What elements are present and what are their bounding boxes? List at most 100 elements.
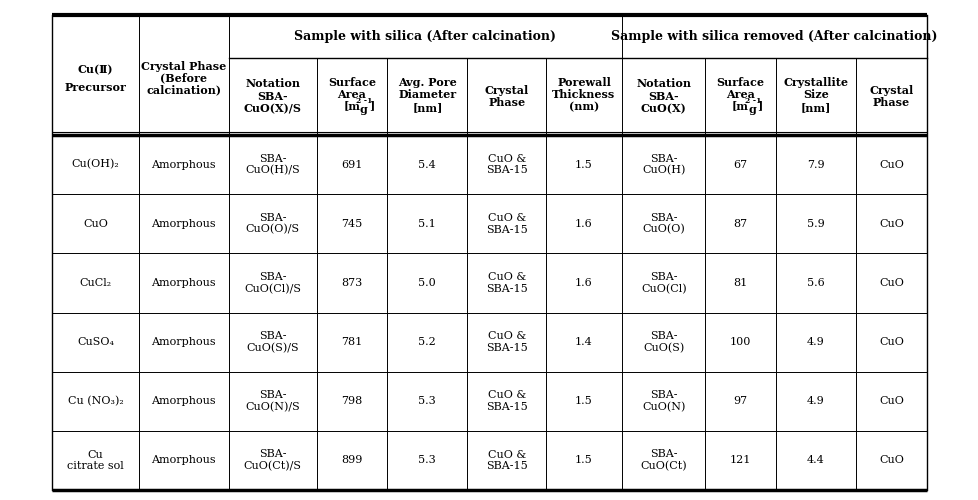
Text: Porewall: Porewall	[556, 76, 610, 88]
Text: Cu(OH)₂: Cu(OH)₂	[71, 160, 119, 170]
Text: CuCl₂: CuCl₂	[79, 278, 111, 288]
Text: SBA-
CuO(S): SBA- CuO(S)	[643, 331, 684, 353]
Text: 2 -1: 2 -1	[356, 97, 373, 106]
Text: Area: Area	[726, 89, 754, 100]
Text: 5.0: 5.0	[418, 278, 436, 288]
Text: Crystal Phase: Crystal Phase	[141, 60, 226, 72]
Text: [nm]: [nm]	[412, 102, 442, 113]
Text: 798: 798	[341, 396, 362, 406]
Text: CuO &
SBA-15: CuO & SBA-15	[485, 213, 527, 234]
Text: 7.9: 7.9	[806, 160, 824, 170]
Text: Surface: Surface	[716, 76, 764, 88]
Text: 4.9: 4.9	[806, 337, 824, 347]
Text: Amorphous: Amorphous	[151, 456, 216, 466]
Text: [m: [m	[732, 100, 748, 111]
Text: Amorphous: Amorphous	[151, 160, 216, 170]
Text: 87: 87	[733, 219, 747, 229]
Text: CuO &
SBA-15: CuO & SBA-15	[485, 450, 527, 471]
Text: 5.1: 5.1	[418, 219, 436, 229]
Text: 81: 81	[733, 278, 747, 288]
Text: ]: ]	[369, 100, 374, 111]
Text: 5.2: 5.2	[418, 337, 436, 347]
Text: (nm): (nm)	[568, 102, 599, 113]
Text: 745: 745	[341, 219, 362, 229]
Text: CuO(X): CuO(X)	[641, 104, 686, 115]
Text: Sample with silica removed (After calcination): Sample with silica removed (After calcin…	[610, 30, 937, 43]
Text: 5.4: 5.4	[418, 160, 436, 170]
Text: Phase: Phase	[872, 97, 909, 108]
Text: ]: ]	[757, 100, 762, 111]
Text: CuO: CuO	[83, 219, 108, 229]
Text: Diameter: Diameter	[398, 89, 456, 100]
Text: 100: 100	[730, 337, 750, 347]
Text: Precursor: Precursor	[65, 82, 126, 93]
Text: Phase: Phase	[488, 97, 524, 108]
Text: SBA-
CuO(Ct): SBA- CuO(Ct)	[640, 450, 687, 471]
Text: CuO: CuO	[878, 456, 903, 466]
Text: Area: Area	[337, 89, 366, 100]
Text: [m: [m	[343, 100, 360, 111]
Text: 5.3: 5.3	[418, 456, 436, 466]
Text: Avg. Pore: Avg. Pore	[397, 76, 457, 88]
Text: CuO: CuO	[878, 278, 903, 288]
Text: SBA-
CuO(N): SBA- CuO(N)	[642, 390, 685, 412]
Text: Amorphous: Amorphous	[151, 219, 216, 229]
Text: 873: 873	[341, 278, 362, 288]
Text: SBA-
CuO(Ct)/S: SBA- CuO(Ct)/S	[244, 450, 301, 471]
Text: CuO(X)/S: CuO(X)/S	[244, 104, 301, 115]
Text: Amorphous: Amorphous	[151, 396, 216, 406]
Text: CuSO₄: CuSO₄	[77, 337, 113, 347]
Text: g: g	[747, 104, 756, 115]
Text: SBA-
CuO(H)/S: SBA- CuO(H)/S	[245, 154, 299, 176]
Text: 5.9: 5.9	[806, 219, 824, 229]
Text: 1.6: 1.6	[574, 219, 593, 229]
Text: SBA-
CuO(O): SBA- CuO(O)	[642, 213, 685, 234]
Text: 5.6: 5.6	[806, 278, 824, 288]
Text: [nm]: [nm]	[800, 102, 830, 113]
Text: 5.3: 5.3	[418, 396, 436, 406]
Text: 4.9: 4.9	[806, 396, 824, 406]
Text: Notation: Notation	[244, 78, 300, 89]
Text: 121: 121	[730, 456, 750, 466]
Text: SBA-
CuO(Cl)/S: SBA- CuO(Cl)/S	[244, 272, 301, 294]
Text: CuO: CuO	[878, 219, 903, 229]
Text: CuO: CuO	[878, 160, 903, 170]
Text: Amorphous: Amorphous	[151, 278, 216, 288]
Text: (Before: (Before	[159, 72, 207, 83]
Text: Cu (NO₃)₂: Cu (NO₃)₂	[67, 396, 123, 406]
Text: Sample with silica (After calcination): Sample with silica (After calcination)	[294, 30, 556, 43]
Text: SBA-
CuO(N)/S: SBA- CuO(N)/S	[245, 390, 299, 412]
Text: CuO: CuO	[878, 396, 903, 406]
Text: Crystal: Crystal	[484, 84, 528, 96]
Text: g: g	[359, 104, 368, 115]
Text: SBA-
CuO(S)/S: SBA- CuO(S)/S	[246, 331, 298, 353]
Text: 781: 781	[341, 337, 362, 347]
Text: calcination): calcination)	[146, 84, 221, 96]
Text: Thickness: Thickness	[552, 89, 615, 100]
Text: Cu
citrate sol: Cu citrate sol	[67, 450, 123, 471]
Text: Crystallite: Crystallite	[782, 76, 848, 88]
Text: SBA-: SBA-	[257, 91, 288, 102]
Text: Cu(Ⅱ): Cu(Ⅱ)	[77, 64, 113, 76]
Text: 1.5: 1.5	[574, 396, 593, 406]
Text: SBA-
CuO(H): SBA- CuO(H)	[642, 154, 685, 176]
Text: CuO: CuO	[878, 337, 903, 347]
Text: SBA-
CuO(Cl): SBA- CuO(Cl)	[641, 272, 686, 294]
Text: 2 -1: 2 -1	[744, 97, 761, 106]
Text: 1.4: 1.4	[574, 337, 593, 347]
Text: Size: Size	[802, 89, 828, 100]
Text: 4.4: 4.4	[806, 456, 824, 466]
Text: 67: 67	[733, 160, 747, 170]
Text: 1.5: 1.5	[574, 160, 593, 170]
Text: SBA-: SBA-	[647, 91, 679, 102]
Text: Surface: Surface	[328, 76, 376, 88]
Text: Notation: Notation	[636, 78, 690, 89]
Text: CuO &
SBA-15: CuO & SBA-15	[485, 154, 527, 176]
Text: 691: 691	[341, 160, 362, 170]
Text: 97: 97	[733, 396, 747, 406]
Text: Amorphous: Amorphous	[151, 337, 216, 347]
Text: Crystal: Crystal	[868, 84, 912, 96]
Text: 1.6: 1.6	[574, 278, 593, 288]
Text: CuO &
SBA-15: CuO & SBA-15	[485, 390, 527, 412]
Text: CuO &
SBA-15: CuO & SBA-15	[485, 272, 527, 293]
